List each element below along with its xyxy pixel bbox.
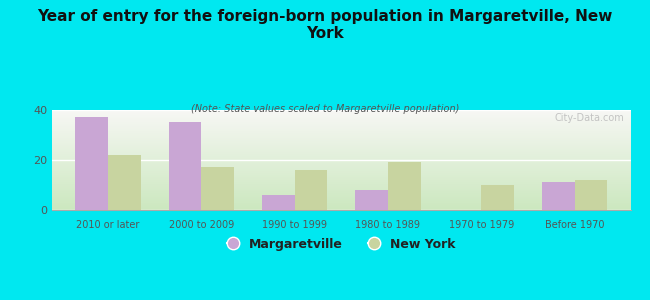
- Bar: [294, 170, 327, 210]
- Bar: [542, 182, 575, 210]
- Bar: [481, 185, 514, 210]
- Bar: [202, 167, 234, 210]
- Bar: [202, 167, 234, 210]
- Bar: [168, 122, 202, 210]
- Text: Year of entry for the foreign-born population in Margaretville, New
York: Year of entry for the foreign-born popul…: [37, 9, 613, 41]
- Bar: [388, 162, 421, 210]
- Text: (Note: State values scaled to Margaretville population): (Note: State values scaled to Margaretvi…: [191, 103, 459, 113]
- Bar: [575, 180, 607, 210]
- Bar: [388, 162, 421, 210]
- Bar: [542, 182, 575, 210]
- Bar: [356, 190, 388, 210]
- Bar: [262, 195, 294, 210]
- Bar: [168, 122, 202, 210]
- Bar: [356, 190, 388, 210]
- Bar: [481, 185, 514, 210]
- Bar: [75, 117, 108, 210]
- Text: City-Data.com: City-Data.com: [555, 112, 625, 122]
- Bar: [262, 195, 294, 210]
- Bar: [575, 180, 607, 210]
- Bar: [108, 155, 140, 210]
- Legend: Margaretville, New York: Margaretville, New York: [222, 233, 461, 256]
- Bar: [108, 155, 140, 210]
- Bar: [75, 117, 108, 210]
- Bar: [294, 170, 327, 210]
